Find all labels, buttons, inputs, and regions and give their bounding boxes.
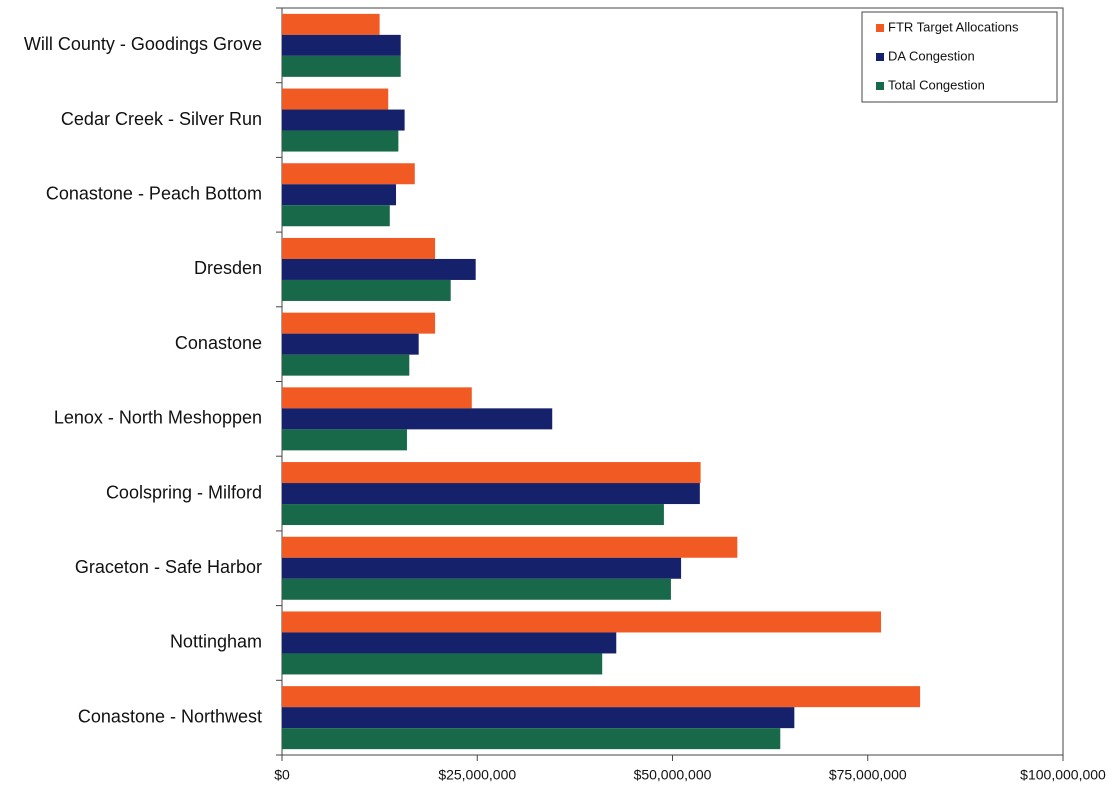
bar (282, 387, 472, 409)
bar (282, 109, 405, 131)
y-tick-label: Lenox - North Meshoppen (54, 408, 262, 428)
bar (282, 55, 401, 77)
x-tick-label: $75,000,000 (829, 767, 907, 783)
legend-label: FTR Target Allocations (888, 19, 1019, 34)
legend-label: Total Congestion (888, 77, 985, 92)
bar (282, 707, 795, 729)
bar (282, 163, 415, 185)
bar (282, 653, 603, 675)
bar (282, 279, 451, 301)
y-tick-label: Will County - Goodings Grove (24, 34, 262, 54)
x-tick-label: $25,000,000 (438, 767, 516, 783)
bar (282, 504, 664, 526)
bar (282, 611, 882, 633)
bar (282, 258, 476, 280)
legend-swatch (876, 24, 884, 32)
bar (282, 312, 436, 334)
x-tick-label: $100,000,000 (1020, 767, 1106, 783)
bar (282, 408, 553, 430)
bar (282, 205, 390, 227)
x-tick-label: $50,000,000 (634, 767, 712, 783)
y-tick-label: Coolspring - Milford (106, 482, 262, 502)
y-tick-label: Dresden (194, 258, 262, 278)
bar (282, 130, 399, 152)
bar (282, 536, 738, 558)
bar (282, 88, 389, 110)
legend-box (861, 11, 1058, 103)
bar (282, 632, 617, 654)
y-tick-label: Conastone - Peach Bottom (46, 184, 262, 204)
bar (282, 13, 380, 35)
bar (282, 429, 407, 451)
bar (282, 462, 701, 484)
y-tick-label: Cedar Creek - Silver Run (61, 109, 262, 129)
y-tick-label: Conastone (175, 333, 262, 353)
legend-swatch (876, 53, 884, 61)
bar (282, 686, 921, 708)
y-tick-label: Graceton - Safe Harbor (75, 557, 262, 577)
bar (282, 354, 410, 376)
bar (282, 483, 700, 505)
bar (282, 728, 781, 750)
bar (282, 237, 436, 259)
bar (282, 34, 401, 56)
legend-label: DA Congestion (888, 48, 975, 63)
bar (282, 184, 397, 206)
y-tick-label: Conastone - Northwest (78, 706, 262, 726)
bar (282, 578, 671, 600)
bar (282, 333, 419, 355)
y-tick-label: Nottingham (170, 632, 262, 652)
bar (282, 557, 682, 579)
legend-swatch (876, 82, 884, 90)
x-tick-label: $0 (274, 767, 290, 783)
